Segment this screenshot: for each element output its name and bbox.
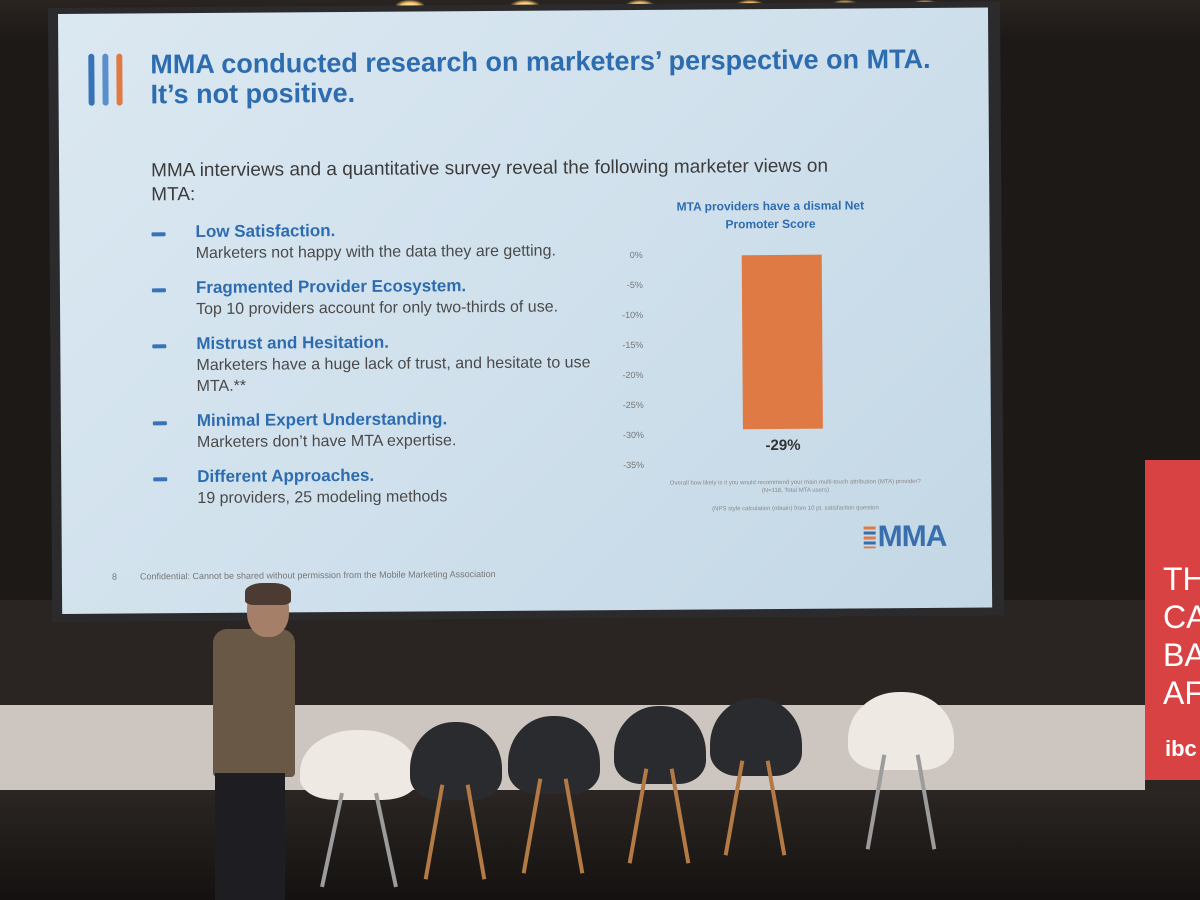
y-tick-label: -30% [622,429,644,441]
bullet-dash-icon [151,288,166,293]
white-chair [848,692,954,850]
bullet-body: Marketers not happy with the data they a… [195,242,556,263]
presenter [205,583,315,900]
bullet-item: Mistrust and Hesitation. Marketers have … [152,330,592,397]
bullet-dash-icon [151,232,166,237]
bullet-body: Marketers have a huge lack of trust, and… [196,354,591,396]
banner-line: AF [1163,675,1200,711]
event-banner: TH CA BA AF ibc [1145,460,1200,780]
bullet-item: Different Approaches. 19 providers, 25 m… [153,463,593,509]
mma-logo: MMA [863,519,947,555]
bullet-heading: Different Approaches. [197,465,375,487]
y-tick-label: -35% [623,459,645,471]
banner-line: TH [1163,561,1200,597]
banner-brand: ibc [1165,736,1197,761]
mma-stripes-icon [863,526,876,549]
white-chair [300,730,418,890]
bullet-heading: Mistrust and Hesitation. [196,332,390,354]
nps-bar [741,254,823,430]
y-tick-label: -25% [622,399,644,411]
bullet-body: Top 10 providers account for only two-th… [196,298,559,319]
bullet-dash-icon [152,344,167,349]
chart-title: MTA providers have a dismal Net Promoter… [676,198,865,232]
bullet-body: 19 providers, 25 modeling methods [197,488,448,508]
slide-page-number: 8 [111,571,117,582]
chart-footnote: Overall how likely is it you would recom… [669,478,921,495]
bar-value-label: -29% [765,436,801,455]
banner-line: BA [1163,637,1200,673]
bullet-dash-icon [152,421,167,426]
banner-text: TH CA BA AF [1145,460,1200,712]
slide-logo-icon [88,53,128,110]
y-tick-label: 0% [629,249,643,261]
presenter-jacket [213,629,295,777]
bullet-heading: Minimal Expert Understanding. [196,409,448,431]
presenter-pants [215,773,285,900]
mma-logo-text: MMA [877,519,947,554]
stage-floor [0,790,1200,900]
y-tick-label: -20% [622,369,644,381]
y-tick-label: -15% [622,339,644,351]
black-chair [614,706,706,866]
black-chair [410,722,502,882]
bullet-body: Marketers don’t have MTA expertise. [196,432,457,452]
y-tick-label: -10% [622,309,644,321]
bullet-list: Low Satisfaction. Marketers not happy wi… [151,218,593,522]
presenter-hair [245,583,291,605]
chart-footnote: (NPS style calculation (obtain) from 10 … [712,505,879,513]
projected-slide: MMA conducted research on marketers’ per… [58,7,993,614]
bullet-heading: Fragmented Provider Ecosystem. [195,276,467,298]
y-tick-label: -5% [626,279,643,291]
confidential-notice: Confidential: Cannot be shared without p… [139,568,496,582]
black-chair [508,716,600,876]
banner-line: CA [1163,599,1200,635]
bullet-item: Fragmented Provider Ecosystem. Top 10 pr… [151,274,592,320]
bullet-heading: Low Satisfaction. [195,221,336,242]
bullet-item: Minimal Expert Understanding. Marketers … [152,407,593,453]
slide-title: MMA conducted research on marketers’ per… [150,43,931,110]
black-chair [710,698,802,858]
bullet-item: Low Satisfaction. Marketers not happy wi… [151,218,591,264]
bullet-dash-icon [153,477,168,482]
